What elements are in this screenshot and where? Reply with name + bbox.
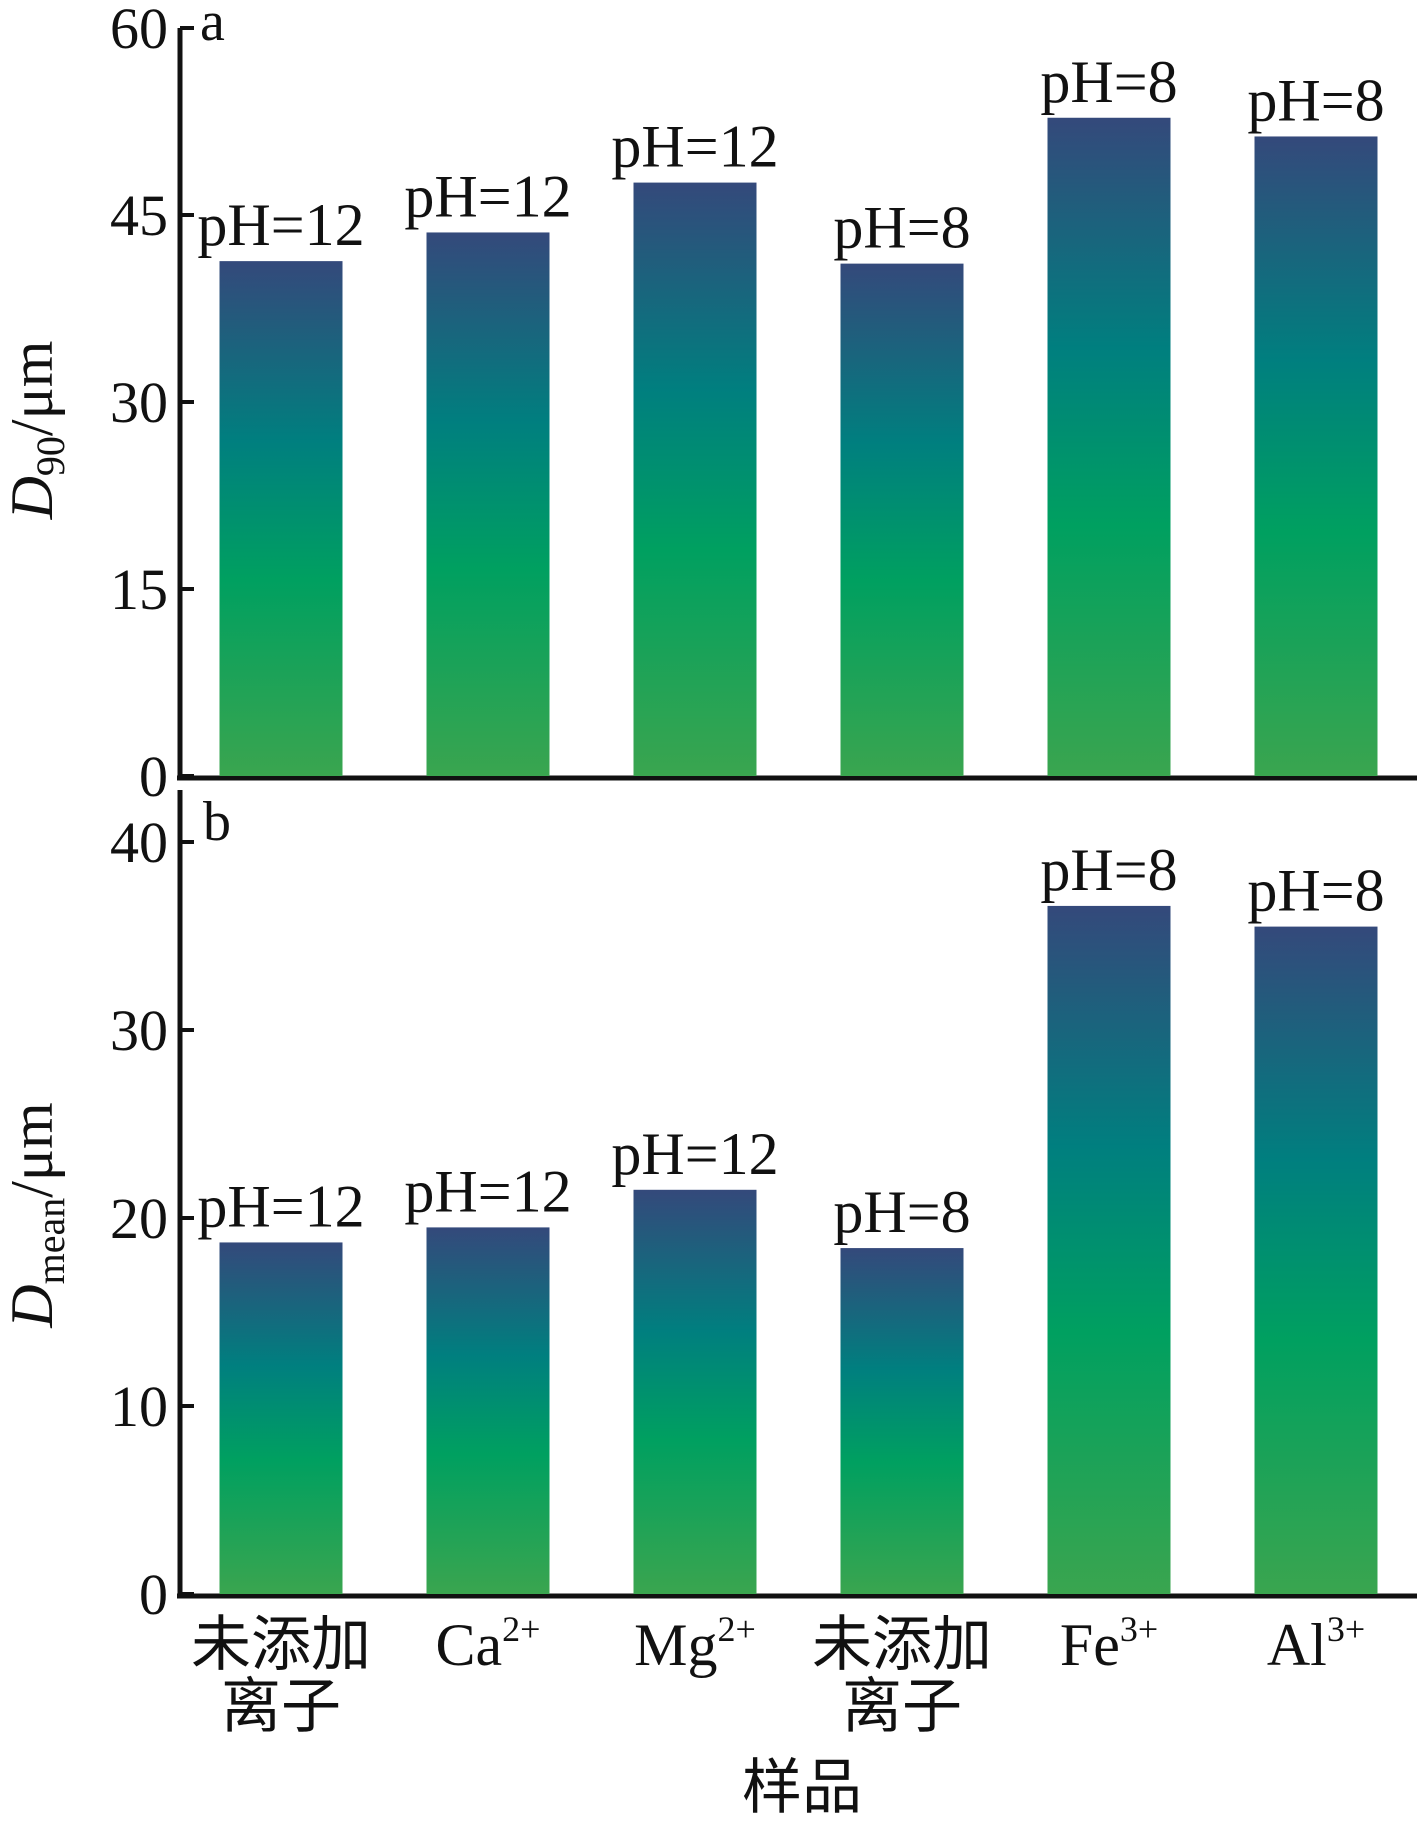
panel-a-y-axis-title: D90/μm (0, 341, 73, 521)
panel-a-bar-data-label: pH=8 (1247, 67, 1384, 133)
panel-a-y-tick-label: 60 (110, 0, 168, 61)
panel-a-bar (840, 263, 964, 776)
panel-a-y-tick-label: 45 (110, 183, 168, 248)
panel-b-y-tick-label: 0 (139, 1562, 168, 1627)
panel-a-y-tick-label: 15 (110, 557, 168, 622)
panel-b-bar (426, 1227, 550, 1594)
panel-b-y-tick-label: 40 (110, 810, 168, 875)
x-category-label: Mg2+ (634, 1609, 756, 1678)
panel-b-bar (633, 1189, 757, 1594)
panel-b-bar (219, 1242, 343, 1594)
panel-a-bar (426, 232, 550, 776)
panel-b: b Dmean/μm 0 10 20 30 40 pH=12 pH=12 pH=12 pH=8… (0, 790, 1417, 1627)
panel-a-bar (1047, 117, 1171, 776)
panel-b-y-tick-label: 20 (110, 1186, 168, 1251)
panel-a: a D90/μm 0 15 30 45 60 pH=12 pH=12 pH=12 pH=8 pH… (0, 0, 1417, 809)
panel-b-letter: b (203, 791, 231, 853)
x-category-labels: 未添加离子 Ca2+ Mg2+ 未添加离子 Fe3+ Al3+ (191, 1609, 1365, 1740)
panel-b-y-tick-label: 30 (110, 998, 168, 1063)
panel-b-y-tick-label: 10 (110, 1374, 168, 1439)
panel-b-bar-data-label: pH=12 (197, 1173, 364, 1239)
panel-b-bar (1254, 926, 1378, 1594)
panel-a-letter: a (200, 0, 225, 53)
panel-b-bar-data-label: pH=12 (611, 1121, 778, 1187)
panel-a-bar-data-label: pH=12 (611, 114, 778, 180)
x-axis-title: 样品 (742, 1755, 862, 1819)
x-category-label: Al3+ (1267, 1609, 1365, 1678)
panel-a-bar-data-label: pH=8 (1040, 49, 1177, 115)
panel-a-bar-data-label: pH=8 (833, 195, 970, 261)
panel-a-bar-data-label: pH=12 (404, 163, 571, 229)
panel-b-y-axis-title: Dmean/μm (0, 1102, 73, 1328)
panel-b-bar (1047, 905, 1171, 1594)
panel-a-y-tick-label: 0 (139, 744, 168, 809)
x-category-label: 未添加离子 (812, 1612, 992, 1740)
panel-a-bar (1254, 136, 1378, 776)
panel-a-bar (633, 182, 757, 776)
panel-b-bar (840, 1248, 964, 1594)
x-category-label: 未添加离子 (191, 1612, 371, 1740)
panel-b-bar-data-label: pH=12 (404, 1158, 571, 1224)
panel-b-bar-data-label: pH=8 (833, 1179, 970, 1245)
panel-a-y-tick-label: 30 (110, 370, 168, 435)
panel-b-bar-data-label: pH=8 (1247, 858, 1384, 924)
x-category-label: Fe3+ (1060, 1609, 1158, 1678)
panel-a-bar (219, 261, 343, 776)
panel-b-bar-data-label: pH=8 (1040, 837, 1177, 903)
x-category-label: Ca2+ (436, 1609, 541, 1678)
panel-a-bar-data-label: pH=12 (197, 192, 364, 258)
